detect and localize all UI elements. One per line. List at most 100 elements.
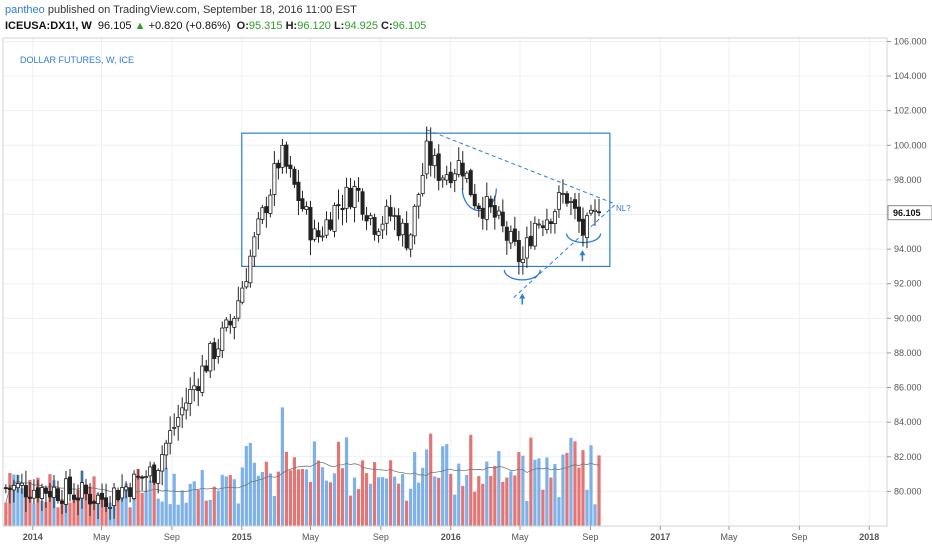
candle-body xyxy=(464,172,469,179)
candle-body xyxy=(512,228,517,242)
candle-body xyxy=(428,141,433,166)
y-tick-label: 98.000 xyxy=(894,175,922,185)
volume-bar xyxy=(380,477,385,526)
volume-bar xyxy=(521,455,525,526)
volume-bar xyxy=(457,463,461,526)
x-tick-label: 2016 xyxy=(441,532,461,542)
candle-body xyxy=(500,211,505,227)
candle-body xyxy=(580,218,585,236)
y-tick-label: 80.000 xyxy=(894,486,922,496)
candle-body xyxy=(392,215,397,218)
candle-body xyxy=(252,236,257,257)
low-value: 94.925 xyxy=(344,20,378,32)
candle-body xyxy=(460,162,465,177)
candle-body xyxy=(564,193,569,204)
candle-body xyxy=(516,240,521,262)
volume-bar xyxy=(336,441,341,526)
candle-body xyxy=(284,144,289,167)
volume-bar xyxy=(136,468,140,526)
volume-bar xyxy=(513,475,517,526)
volume-bar xyxy=(364,473,369,526)
volume-bar xyxy=(441,446,445,526)
candle-body xyxy=(192,385,197,391)
candle-body xyxy=(260,207,265,220)
volume-bar xyxy=(344,437,349,526)
y-tick-label: 106.000 xyxy=(894,36,927,46)
candle-body xyxy=(476,205,481,210)
candle-body xyxy=(268,194,273,214)
volume-bar xyxy=(557,497,561,526)
volume-bar xyxy=(128,507,132,526)
candle-body xyxy=(356,187,361,191)
open-value: 95.315 xyxy=(248,20,283,32)
candle-body xyxy=(96,494,101,505)
candle-body xyxy=(232,318,237,328)
candle-body xyxy=(224,319,229,329)
volume-bar xyxy=(429,433,433,526)
y-tick-label: 100.000 xyxy=(894,140,927,150)
candle-body xyxy=(324,219,329,236)
high-value: 96.120 xyxy=(297,20,331,32)
volume-bar xyxy=(332,473,337,526)
author-link[interactable]: pantheo xyxy=(5,4,45,16)
publish-info: published on TradingView.com, September … xyxy=(47,4,357,16)
volume-bar xyxy=(401,474,405,526)
volume-bar xyxy=(328,482,333,526)
volume-bar xyxy=(340,468,345,526)
volume-bar xyxy=(236,503,240,526)
volume-bar xyxy=(533,459,537,526)
symbol-label[interactable]: ICEUSA:DX1!, W xyxy=(5,20,92,32)
x-tick-label: 2014 xyxy=(23,532,43,542)
candle-body xyxy=(384,205,389,224)
last-price-tag: 96.105 xyxy=(893,208,921,218)
candle-body xyxy=(520,258,525,263)
volume-bar xyxy=(204,500,208,526)
volume-bar xyxy=(4,502,8,526)
volume-bar xyxy=(120,496,124,526)
candle-body xyxy=(108,507,113,509)
annotations xyxy=(241,129,616,305)
volume-bar xyxy=(164,467,168,526)
volume-bar xyxy=(573,441,577,526)
volume-bar xyxy=(300,468,305,526)
candle-body xyxy=(244,281,249,288)
volume-bar xyxy=(425,449,429,526)
candle-body xyxy=(552,211,557,224)
candle-body xyxy=(420,175,425,194)
candle-body xyxy=(75,497,81,501)
volume-bar xyxy=(445,444,449,526)
candle-body xyxy=(220,327,225,351)
volume-bar xyxy=(517,452,521,526)
candle-body xyxy=(200,365,205,393)
candle-body xyxy=(128,487,133,498)
candle-body xyxy=(472,193,477,207)
candle-body xyxy=(312,228,317,240)
volume-bar xyxy=(581,450,585,526)
grid xyxy=(3,38,887,526)
candle-body xyxy=(412,205,417,237)
volume-bar xyxy=(40,500,44,526)
x-tick-label: 2018 xyxy=(859,532,879,542)
x-tick-label: May xyxy=(720,532,738,542)
candle-body xyxy=(100,492,105,500)
volume-bar xyxy=(280,407,285,526)
volume-bar xyxy=(232,479,236,526)
volume-bar xyxy=(352,477,357,526)
volume-bar xyxy=(144,491,148,526)
candle-body xyxy=(120,487,125,499)
volume-bar xyxy=(132,498,136,526)
volume-bar xyxy=(477,476,481,526)
candle-body xyxy=(264,206,269,214)
candle-body xyxy=(593,209,598,212)
volume-bar xyxy=(372,462,377,526)
y-tick-label: 82.000 xyxy=(894,452,922,462)
chart-title: DOLLAR FUTURES, W, ICE xyxy=(20,55,134,65)
candle-body xyxy=(408,234,413,250)
candle-body xyxy=(156,470,161,484)
volume-bar xyxy=(160,501,164,526)
volume-bar xyxy=(296,469,301,526)
trendline-lower xyxy=(513,203,616,298)
volume-bar xyxy=(292,457,297,526)
volume-bar xyxy=(465,474,469,526)
